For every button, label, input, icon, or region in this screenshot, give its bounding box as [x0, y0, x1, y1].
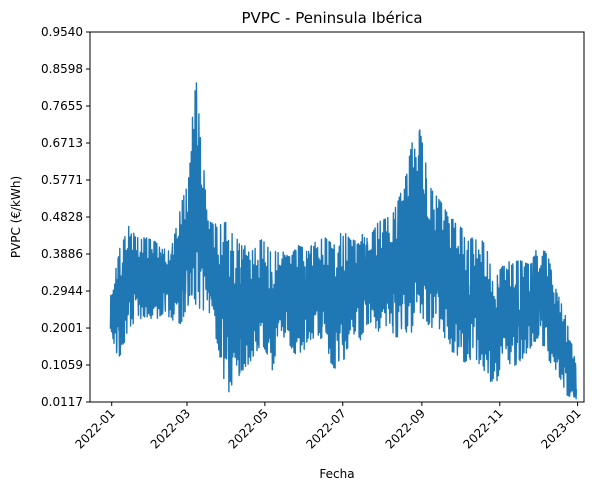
x-tick-label: 2023-01 — [538, 406, 583, 451]
y-tick-label: 0.6713 — [41, 136, 83, 150]
y-tick-label: 0.2001 — [41, 321, 83, 335]
x-axis: 2022-01 2022-03 2022-05 2022-07 2022-09 2022-… — [72, 402, 584, 452]
x-axis-label: Fecha — [319, 467, 354, 481]
y-tick-label: 0.3886 — [41, 247, 83, 261]
y-tick-label: 0.5771 — [41, 173, 83, 187]
y-tick-label: 0.1059 — [41, 358, 83, 372]
x-tick-label: 2022-01 — [72, 406, 117, 451]
x-tick-label: 2022-07 — [304, 406, 349, 451]
y-tick-label: 0.8598 — [41, 62, 83, 76]
plot-area — [109, 82, 577, 400]
y-tick-label: 0.2944 — [41, 284, 83, 298]
series-line — [109, 82, 577, 400]
y-axis: 0.0117 0.1059 0.2001 0.2944 0.3886 0.4828 0.57… — [41, 25, 90, 409]
y-tick-label: 0.4828 — [41, 210, 83, 224]
y-tick-label: 0.9540 — [41, 25, 83, 39]
x-tick-label: 2022-05 — [226, 406, 271, 451]
y-tick-label: 0.7655 — [41, 99, 83, 113]
x-tick-label: 2022-09 — [383, 406, 428, 451]
y-axis-label: PVPC (€/kWh) — [9, 176, 23, 258]
x-tick-label: 2022-03 — [148, 406, 193, 451]
chart-title: PVPC - Peninsula Ibérica — [241, 9, 422, 27]
y-tick-label: 0.0117 — [41, 395, 83, 409]
x-tick-label: 2022-11 — [461, 406, 506, 451]
